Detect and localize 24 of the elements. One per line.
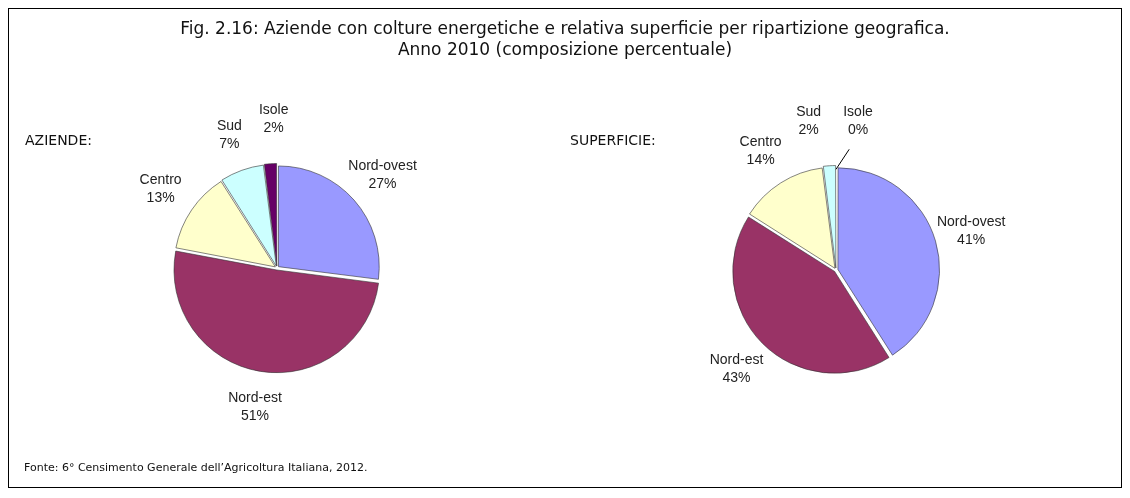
slice-label: Nord-est [228,388,282,405]
slice-label: Centro [739,133,782,150]
data-label: 14% [746,151,775,168]
slice-label: Centro [139,170,182,187]
data-label: 7% [219,135,240,152]
data-label: 2% [798,121,819,138]
text: AZIENDE: [25,132,92,148]
text: 0% [847,121,869,138]
data-label: 41% [957,230,986,247]
slice-label: Nord-est [709,351,764,368]
category-label: Isole [843,103,873,120]
slice-label: Nord-ovest [936,212,1006,229]
text: SUPERFICIE: [570,132,656,148]
data-label: 43% [722,369,751,386]
source-note: Fonte: 6° Censimento Generale dell’Agricoltura Italiana, 2012. [24,461,368,474]
slice-label: Sud [796,103,822,120]
data-label: 27% [368,174,397,191]
slice-label: Sud [216,117,242,134]
data-label: 2% [263,119,284,136]
text: Fig. 2.16: Aziende con colture energetiche e relativa superficie per ripartizione geografica. Anno 2010 (composizione percentuale) [179,18,951,60]
data-label: 51% [240,406,270,423]
slice-label: Isole [258,101,289,118]
data-label: 13% [146,188,175,205]
slice-label: Nord-ovest [348,156,417,173]
